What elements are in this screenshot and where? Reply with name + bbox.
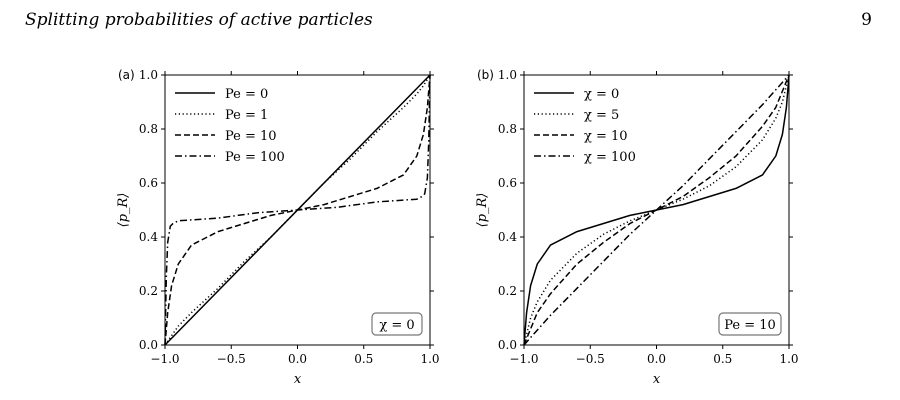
x-tick-label: 0.0: [647, 352, 666, 366]
legend-entry: χ = 10: [584, 129, 628, 144]
y-tick-label: 0.2: [498, 284, 517, 298]
page-number: 9: [861, 10, 872, 30]
y-tick-label: 0.4: [139, 230, 158, 244]
y-tick-label: 1.0: [139, 68, 158, 82]
chart-panel-b: −1.0 −0.5 0.0 0.5 1.0 0.0 0.2 0.4 0.6 0.8 1.0 x ⟨p_R…: [475, 68, 799, 387]
y-tick-label: 0.4: [498, 230, 517, 244]
annotation-text: Pe = 10: [724, 318, 776, 333]
legend-entry: Pe = 1: [225, 108, 268, 123]
panel-label: (a): [118, 68, 135, 82]
series-line-2: [523, 74, 790, 346]
y-tick-label: 1.0: [498, 68, 517, 82]
x-tick-label: 0.5: [713, 352, 732, 366]
x-tick-label: −0.5: [217, 352, 246, 366]
chart-panel-a: −1.0 −0.5 0.0 0.5 1.0 0.0 0.2 0.4 0.6 0.8 1.0 x ⟨p_R…: [116, 68, 440, 387]
panel-label: (b): [477, 68, 494, 82]
running-title: Splitting probabilities of active partic…: [25, 10, 373, 30]
legend-entry: Pe = 10: [225, 129, 277, 144]
legend-entry: χ = 0: [584, 87, 619, 102]
y-tick-label: 0.8: [498, 122, 517, 136]
x-axis-label: x: [653, 372, 661, 387]
y-tick-label: 0.2: [139, 284, 158, 298]
series-line-4: [523, 74, 790, 346]
series-line-4: [164, 74, 431, 346]
annotation-box: [718, 312, 782, 336]
y-tick-label: 0.6: [498, 176, 517, 190]
y-tick-label: 0.0: [498, 338, 517, 352]
y-axis-label: ⟨p_R⟩: [475, 193, 490, 228]
x-tick-label: −0.5: [576, 352, 605, 366]
x-tick-label: 1.0: [779, 352, 798, 366]
annotation-text: χ = 0: [379, 318, 414, 333]
x-tick-label: −1.0: [150, 352, 179, 366]
x-tick-label: −1.0: [509, 352, 538, 366]
x-axis-label: x: [294, 372, 302, 387]
x-tick-label: 1.0: [420, 352, 439, 366]
legend-entry: Pe = 0: [225, 87, 268, 102]
y-axis-label: ⟨p_R⟩: [116, 193, 131, 228]
y-tick-label: 0.0: [139, 338, 158, 352]
x-tick-label: 0.5: [354, 352, 373, 366]
annotation-box: [371, 312, 423, 336]
legend-entry: χ = 5: [584, 108, 619, 123]
x-tick-label: 0.0: [288, 352, 307, 366]
y-tick-label: 0.6: [139, 176, 158, 190]
legend-entry: χ = 100: [584, 150, 636, 165]
y-tick-label: 0.8: [139, 122, 158, 136]
legend-entry: Pe = 100: [225, 150, 285, 165]
